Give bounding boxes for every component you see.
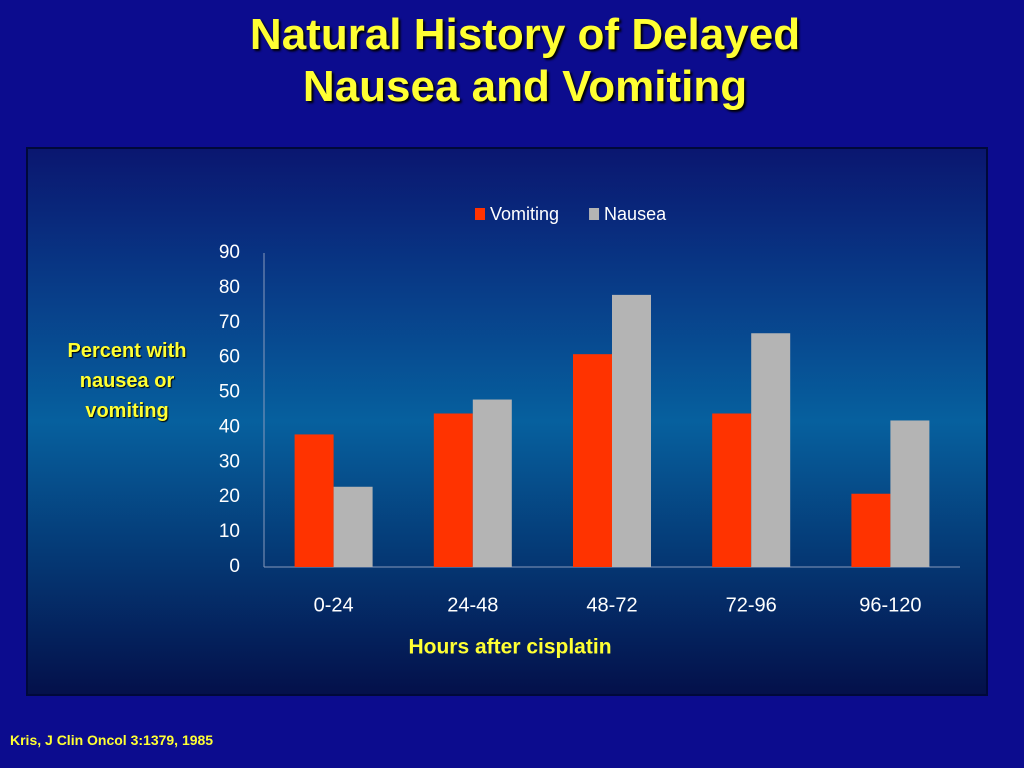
y-axis-label: Percent with nausea or vomiting xyxy=(67,340,187,422)
bar xyxy=(851,493,891,567)
legend-label: Nausea xyxy=(604,204,667,224)
bar xyxy=(612,294,651,567)
x-tick-label: 96-120 xyxy=(859,594,921,616)
source-note: Kris, J Clin Oncol 3:1379, 1985 xyxy=(10,732,214,748)
y-tick-label: 90 xyxy=(219,242,240,263)
y-tick-label: 0 xyxy=(229,556,240,577)
bar xyxy=(333,486,373,567)
legend-label: Vomiting xyxy=(490,204,559,224)
x-axis-label: Hours after cisplatin xyxy=(408,636,611,659)
y-tick-label: 40 xyxy=(219,416,240,437)
x-tick-label: 72-96 xyxy=(726,594,777,616)
y-tick-label: 70 xyxy=(219,312,240,333)
y-tick-label: 20 xyxy=(219,486,240,507)
bar xyxy=(472,399,512,567)
bar xyxy=(751,333,791,567)
y-tick-label: 60 xyxy=(219,347,240,368)
x-tick-label: 48-72 xyxy=(586,594,637,616)
bar xyxy=(890,420,930,567)
y-tick-label: 30 xyxy=(219,451,240,472)
bar xyxy=(294,434,334,567)
title-line: Natural History of Delayed xyxy=(249,10,801,59)
x-tick-label: 0-24 xyxy=(314,594,354,616)
y-tick-label: 80 xyxy=(219,277,240,298)
y-tick-label: 50 xyxy=(219,382,240,403)
legend-swatch xyxy=(589,208,600,220)
title-line: Nausea and Vomiting xyxy=(302,62,748,111)
legend-swatch xyxy=(475,208,485,220)
bar xyxy=(712,413,752,567)
bar xyxy=(573,354,612,567)
x-tick-label: 24-48 xyxy=(447,594,498,616)
bar xyxy=(433,413,473,567)
y-tick-label: 10 xyxy=(219,521,240,542)
